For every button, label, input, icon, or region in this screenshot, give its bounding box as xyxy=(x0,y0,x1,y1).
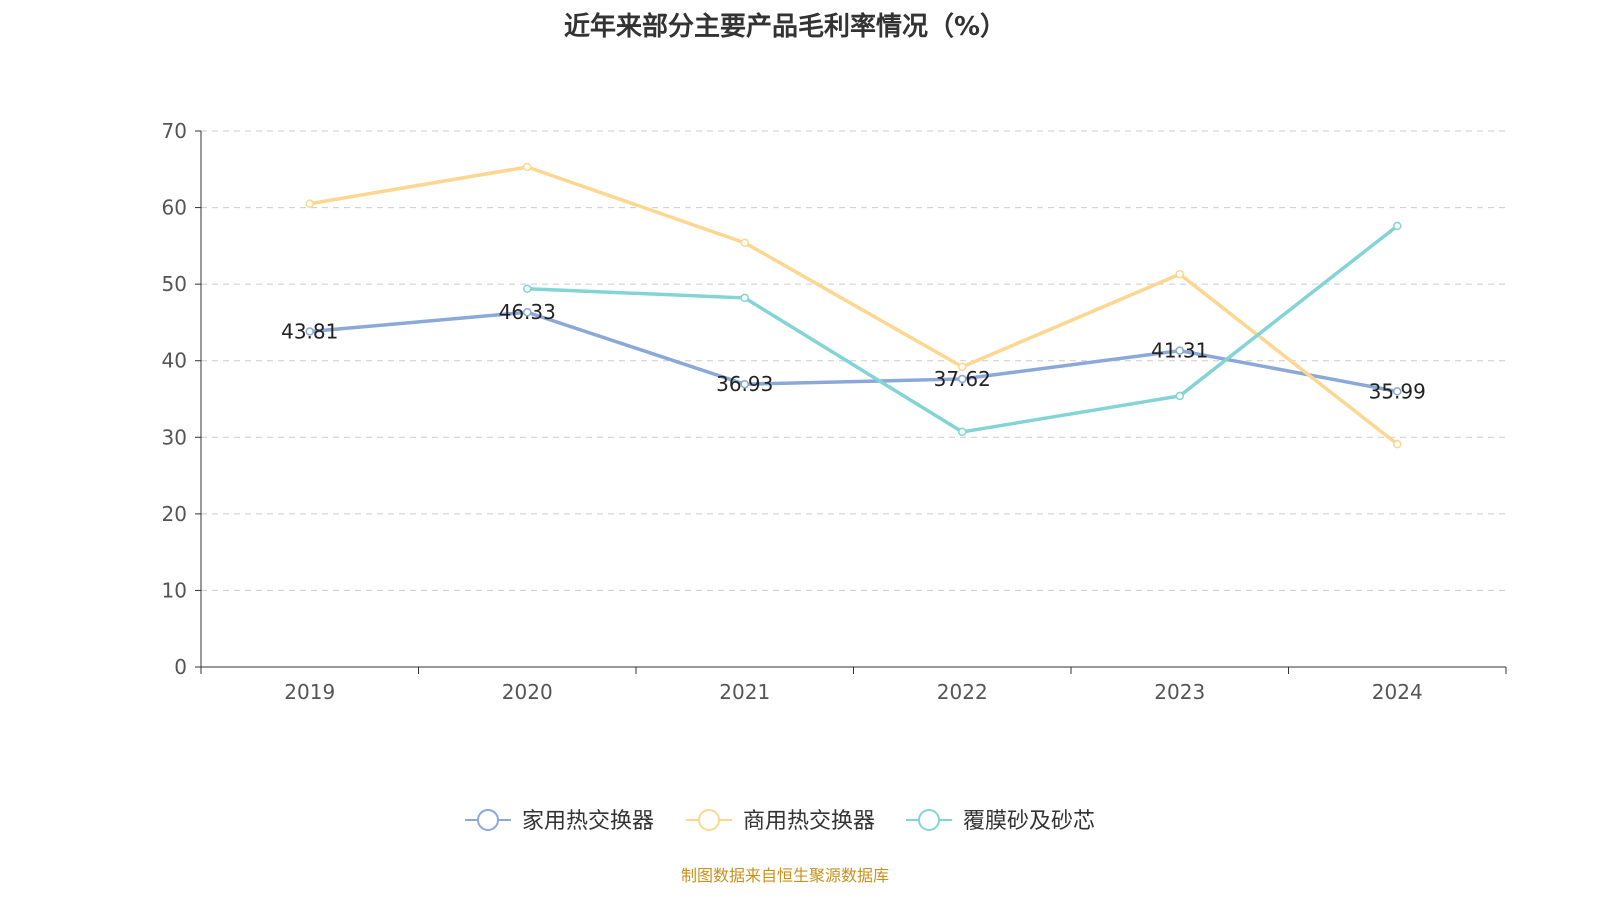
x-tick-label: 2019 xyxy=(284,680,335,704)
data-point xyxy=(1175,269,1184,279)
data-label: 43.81 xyxy=(281,320,338,344)
legend-item: 商用热交换器 xyxy=(686,809,875,834)
y-tick-label: 70 xyxy=(162,119,187,143)
data-point xyxy=(523,162,532,172)
legend-label: 家用热交换器 xyxy=(522,809,654,834)
data-point xyxy=(958,427,967,437)
series-1 xyxy=(305,162,1402,449)
y-tick-label: 40 xyxy=(162,349,187,373)
source-note: 制图数据来自恒生聚源数据库 xyxy=(680,866,889,885)
data-point xyxy=(305,199,314,208)
legend-label: 商用热交换器 xyxy=(743,809,875,834)
data-label: 37.62 xyxy=(934,367,991,391)
series-line xyxy=(527,224,1399,434)
data-point xyxy=(1393,221,1402,231)
data-label: 46.33 xyxy=(499,300,556,324)
x-tick-label: 2024 xyxy=(1372,680,1423,704)
legend-circle-icon xyxy=(477,809,499,831)
x-tick-label: 2023 xyxy=(1154,680,1205,704)
x-tick-label: 2020 xyxy=(502,680,553,704)
data-point xyxy=(1393,439,1402,449)
chart-title: 近年来部分主要产品毛利率情况（%） xyxy=(563,12,1007,42)
y-tick-label: 50 xyxy=(162,272,187,296)
y-tick-label: 60 xyxy=(162,196,187,220)
legend-item: 家用热交换器 xyxy=(465,809,654,834)
legend-circle-icon xyxy=(918,809,940,831)
data-point xyxy=(523,284,532,293)
legend-label: 覆膜砂及砂芯 xyxy=(963,809,1095,834)
data-point xyxy=(740,293,749,303)
data-point xyxy=(958,374,967,384)
series-line xyxy=(309,310,1398,394)
data-point xyxy=(1175,346,1184,355)
series-2 xyxy=(523,221,1402,437)
y-tick-label: 0 xyxy=(174,655,187,679)
data-label: 41.31 xyxy=(1151,339,1208,363)
y-tick-label: 20 xyxy=(162,502,187,526)
data-point xyxy=(305,327,314,336)
data-point xyxy=(958,362,967,372)
data-point xyxy=(740,238,749,248)
series-line xyxy=(309,165,1399,446)
legend-circle-icon xyxy=(698,809,720,831)
y-tick-label: 10 xyxy=(162,578,187,602)
y-tick-label: 30 xyxy=(162,425,187,449)
data-label: 36.93 xyxy=(716,372,773,396)
data-point xyxy=(1393,387,1402,396)
data-point xyxy=(523,307,532,317)
data-point xyxy=(1175,391,1184,401)
data-point xyxy=(740,379,749,389)
series-0 xyxy=(305,307,1402,396)
x-tick-label: 2022 xyxy=(937,680,988,704)
legend-item: 覆膜砂及砂芯 xyxy=(906,809,1095,834)
x-tick-label: 2021 xyxy=(719,680,770,704)
data-label: 35.99 xyxy=(1369,379,1426,403)
